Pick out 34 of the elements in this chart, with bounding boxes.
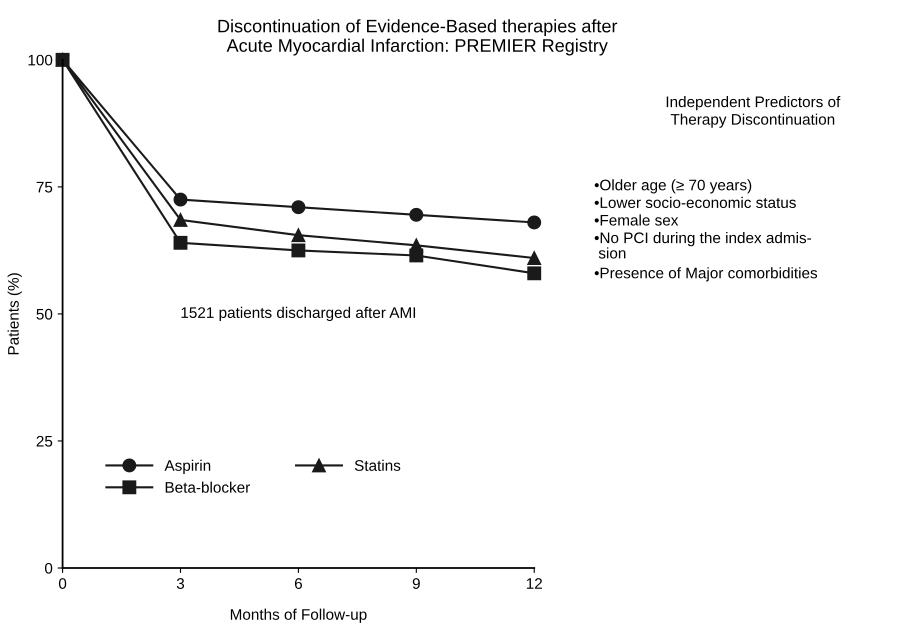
x-tick-label: 9 [412,578,420,589]
legend-label: Beta-blocker [166,482,250,493]
legend-label: Aspirin [164,460,210,474]
text: •Female sex [594,214,678,226]
y-tick-label: 100 [28,54,52,66]
x-axis-title: Months of Follow-up [230,608,367,623]
point [174,236,188,250]
point [527,251,542,265]
x-tick-label: 6 [294,578,302,589]
point [527,216,542,230]
y-tick-label: 0 [44,562,52,574]
text: •Lower socio-economic status [594,196,796,208]
x-tick-label: 3 [176,578,184,589]
point [291,243,306,258]
point [291,228,306,242]
point [409,208,424,222]
y-tick-label: 50 [36,308,52,320]
point [291,200,306,214]
text: •Presence of Major comorbidities [594,267,818,282]
legend-label: Statins [354,460,400,471]
x-tick-label: 12 [526,578,542,589]
point [174,192,188,207]
y-tick-label: 25 [36,436,52,447]
annotation: 1521 patients discharged after AMI [182,306,416,322]
x-tick-label: 0 [58,578,66,589]
text: •No PCI during the index admis- sion [594,232,812,259]
point [409,248,424,262]
point [174,212,188,227]
y-tick-label: 75 [36,182,52,193]
y-axis-title: Patients (%) [8,273,22,354]
point [527,266,542,280]
text: •Older age (≥ 70 years) [594,179,752,194]
chart-title: Discontinuation of Evidence-Based therapies after Acute Myocardial Infarction: PREMIER Registry [218,19,618,56]
text: Independent Predictors of Therapy Discontinuation [666,96,840,128]
